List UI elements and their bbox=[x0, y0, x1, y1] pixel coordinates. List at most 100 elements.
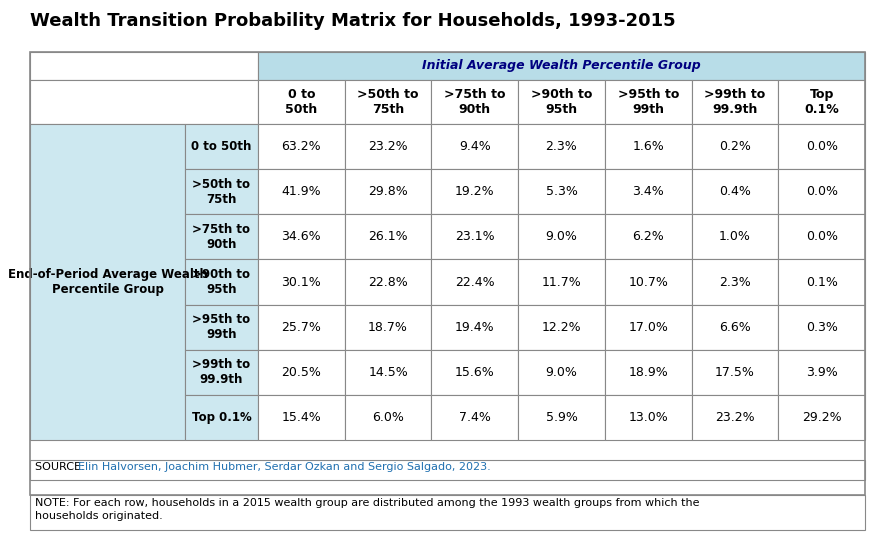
Text: 13.0%: 13.0% bbox=[628, 411, 668, 424]
Bar bbox=[345, 260, 431, 305]
Text: 29.8%: 29.8% bbox=[368, 185, 408, 198]
Bar bbox=[691, 260, 778, 305]
Text: 6.0%: 6.0% bbox=[372, 411, 404, 424]
Text: 12.2%: 12.2% bbox=[542, 321, 581, 334]
Text: >50th to
75th: >50th to 75th bbox=[357, 88, 419, 116]
Bar bbox=[185, 260, 258, 305]
Text: 7.4%: 7.4% bbox=[459, 411, 491, 424]
Bar bbox=[345, 169, 431, 214]
Text: 41.9%: 41.9% bbox=[282, 185, 321, 198]
Bar bbox=[778, 350, 865, 395]
Bar bbox=[691, 350, 778, 395]
Bar bbox=[605, 80, 691, 124]
Text: Top
0.1%: Top 0.1% bbox=[805, 88, 839, 116]
Bar bbox=[185, 350, 258, 395]
Bar bbox=[605, 350, 691, 395]
Bar bbox=[258, 350, 345, 395]
Bar bbox=[258, 80, 345, 124]
Text: 0.3%: 0.3% bbox=[805, 321, 838, 334]
Text: 0.4%: 0.4% bbox=[719, 185, 751, 198]
Bar bbox=[519, 214, 605, 260]
Text: 6.2%: 6.2% bbox=[633, 230, 664, 243]
Bar bbox=[258, 52, 865, 80]
Text: 5.9%: 5.9% bbox=[545, 411, 577, 424]
Bar bbox=[431, 395, 519, 440]
Bar bbox=[185, 124, 258, 169]
Bar bbox=[345, 214, 431, 260]
Text: 17.5%: 17.5% bbox=[715, 366, 755, 379]
Bar bbox=[519, 260, 605, 305]
Bar bbox=[691, 169, 778, 214]
Bar bbox=[691, 395, 778, 440]
Bar bbox=[258, 395, 345, 440]
Bar bbox=[258, 169, 345, 214]
Bar bbox=[431, 350, 519, 395]
Bar bbox=[778, 169, 865, 214]
Text: >95th to
99th: >95th to 99th bbox=[192, 313, 250, 341]
Text: 5.3%: 5.3% bbox=[545, 185, 577, 198]
Text: 18.7%: 18.7% bbox=[368, 321, 408, 334]
Bar bbox=[778, 124, 865, 169]
Bar bbox=[258, 214, 345, 260]
Text: 23.2%: 23.2% bbox=[368, 140, 408, 153]
Text: 22.4%: 22.4% bbox=[455, 276, 495, 289]
Text: 19.4%: 19.4% bbox=[455, 321, 495, 334]
Bar bbox=[431, 80, 519, 124]
Text: Elin Halvorsen, Joachim Hubmer, Serdar Ozkan and Sergio Salgado, 2023.: Elin Halvorsen, Joachim Hubmer, Serdar O… bbox=[78, 462, 491, 472]
Text: Wealth Transition Probability Matrix for Households, 1993-2015: Wealth Transition Probability Matrix for… bbox=[30, 12, 675, 30]
Text: 26.1%: 26.1% bbox=[368, 230, 408, 243]
Text: 15.6%: 15.6% bbox=[455, 366, 495, 379]
Bar bbox=[519, 124, 605, 169]
Bar bbox=[185, 395, 258, 440]
Text: 9.0%: 9.0% bbox=[545, 366, 577, 379]
Bar bbox=[30, 52, 258, 80]
Bar bbox=[605, 214, 691, 260]
Bar bbox=[431, 260, 519, 305]
Text: 22.8%: 22.8% bbox=[368, 276, 408, 289]
Bar bbox=[778, 80, 865, 124]
Text: >90th to
95th: >90th to 95th bbox=[192, 268, 250, 296]
Text: 19.2%: 19.2% bbox=[455, 185, 495, 198]
Bar bbox=[778, 214, 865, 260]
Text: 2.3%: 2.3% bbox=[719, 276, 751, 289]
Text: NOTE: For each row, households in a 2015 wealth group are distributed among the : NOTE: For each row, households in a 2015… bbox=[35, 498, 699, 521]
Bar bbox=[258, 124, 345, 169]
Bar bbox=[30, 460, 865, 480]
Bar bbox=[691, 305, 778, 350]
Text: End-of-Period Average Wealth
Percentile Group: End-of-Period Average Wealth Percentile … bbox=[7, 268, 208, 296]
Text: 20.5%: 20.5% bbox=[282, 366, 322, 379]
Text: >95th to
99th: >95th to 99th bbox=[617, 88, 679, 116]
Bar bbox=[691, 80, 778, 124]
Text: >75th to
90th: >75th to 90th bbox=[192, 223, 250, 251]
Text: 0 to 50th: 0 to 50th bbox=[192, 140, 251, 153]
Text: 23.1%: 23.1% bbox=[455, 230, 495, 243]
Text: 6.6%: 6.6% bbox=[719, 321, 751, 334]
Bar bbox=[519, 395, 605, 440]
Bar bbox=[345, 305, 431, 350]
Text: >99th to
99.9th: >99th to 99.9th bbox=[192, 358, 250, 386]
Bar bbox=[431, 169, 519, 214]
Text: 18.9%: 18.9% bbox=[628, 366, 668, 379]
Text: 30.1%: 30.1% bbox=[282, 276, 322, 289]
Text: 0 to
50th: 0 to 50th bbox=[285, 88, 317, 116]
Text: Top 0.1%: Top 0.1% bbox=[192, 411, 251, 424]
Bar bbox=[30, 52, 865, 495]
Bar bbox=[605, 124, 691, 169]
Text: >50th to
75th: >50th to 75th bbox=[192, 178, 250, 206]
Text: 29.2%: 29.2% bbox=[802, 411, 841, 424]
Bar bbox=[30, 495, 865, 530]
Text: SOURCE:: SOURCE: bbox=[35, 462, 88, 472]
Bar bbox=[345, 80, 431, 124]
Bar bbox=[605, 305, 691, 350]
Bar bbox=[778, 305, 865, 350]
Bar bbox=[778, 395, 865, 440]
Text: 63.2%: 63.2% bbox=[282, 140, 321, 153]
Bar bbox=[30, 124, 185, 440]
Bar bbox=[431, 124, 519, 169]
Bar bbox=[605, 260, 691, 305]
Text: 17.0%: 17.0% bbox=[628, 321, 668, 334]
Text: 3.9%: 3.9% bbox=[805, 366, 838, 379]
Bar bbox=[519, 305, 605, 350]
Bar bbox=[185, 214, 258, 260]
Text: 25.7%: 25.7% bbox=[282, 321, 322, 334]
